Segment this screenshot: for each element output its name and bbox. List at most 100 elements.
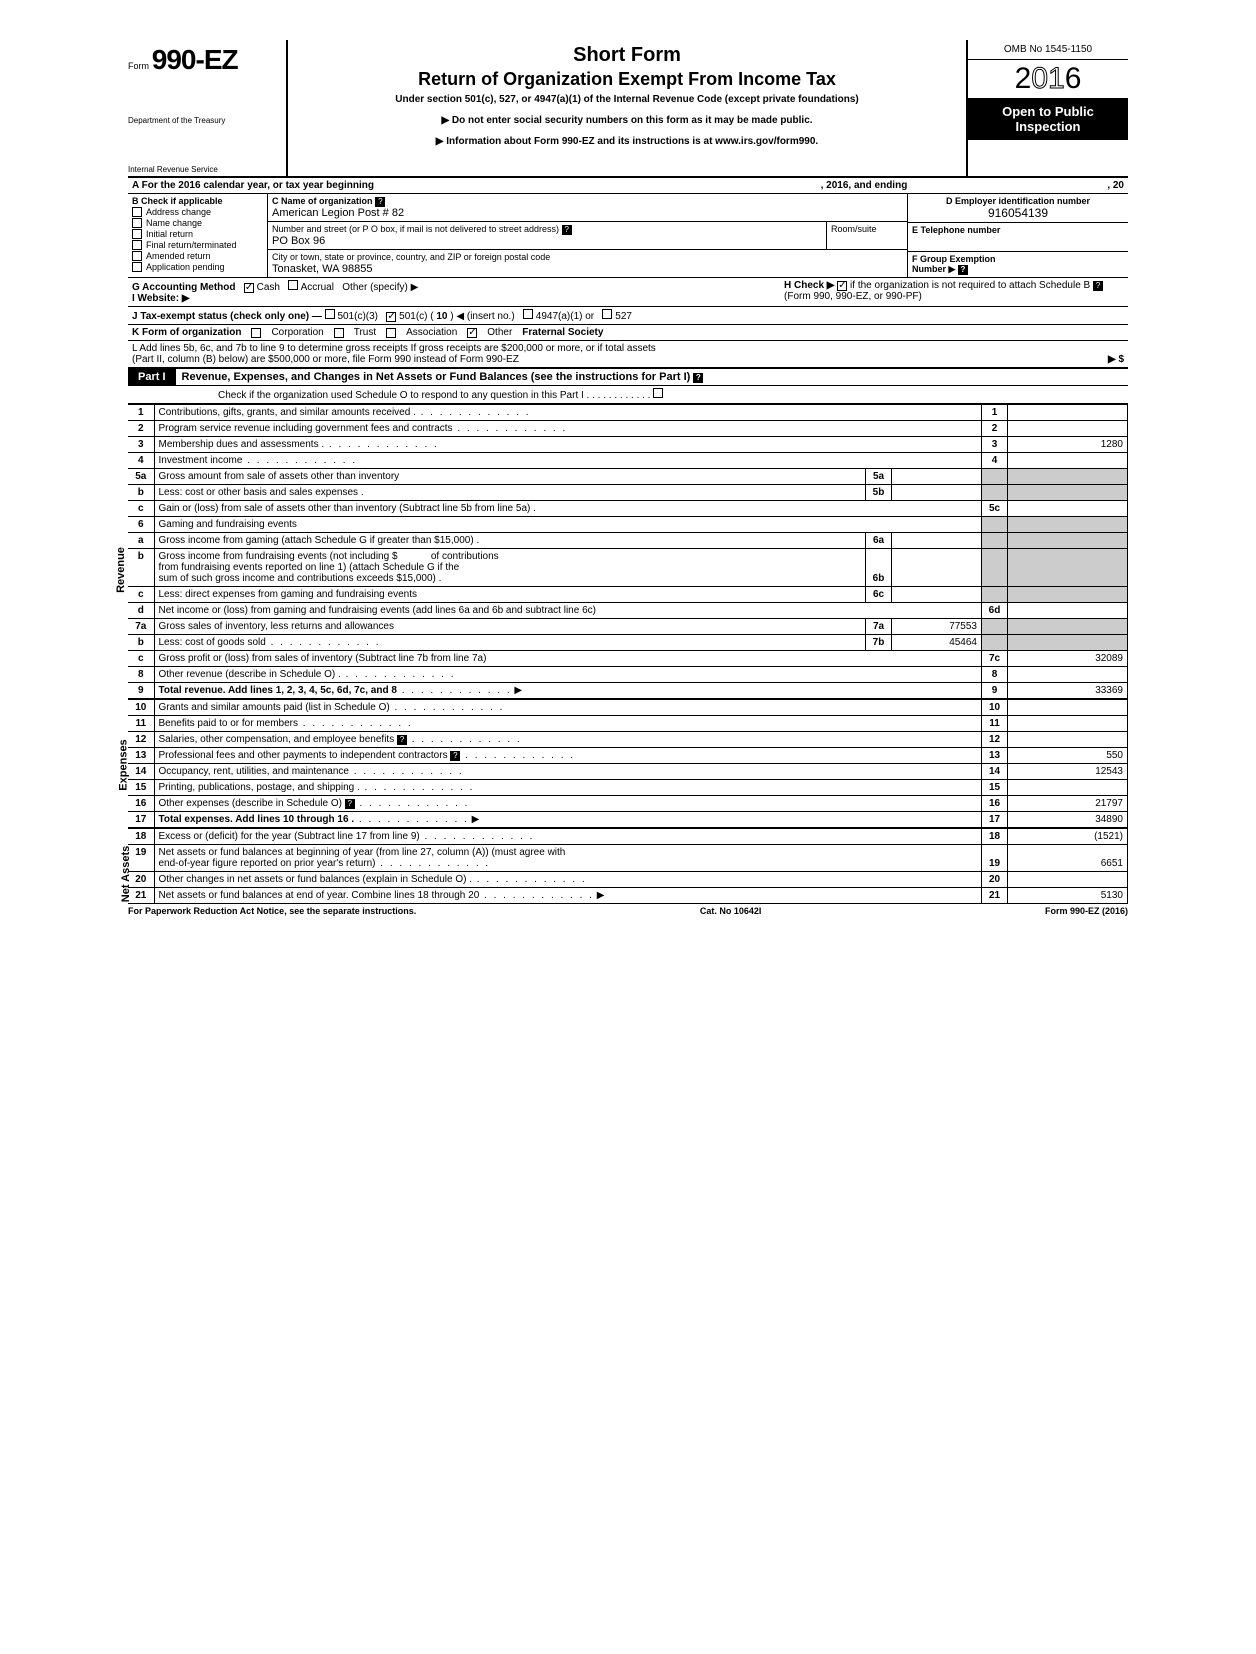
form-number: 990-EZ — [152, 44, 238, 75]
help-icon: ? — [450, 751, 460, 761]
open-public-1: Open to Public — [970, 104, 1126, 119]
chk-address-change[interactable]: Address change — [132, 207, 263, 217]
group-label2: Number ▶ — [912, 264, 955, 274]
chk-h[interactable] — [837, 281, 847, 291]
line-4: 4Investment income4 — [128, 453, 1128, 469]
row-l-gross-receipts: L Add lines 5b, 6c, and 7b to line 9 to … — [128, 341, 1128, 369]
line-15: 15Printing, publications, postage, and s… — [128, 780, 1128, 796]
page-footer: For Paperwork Reduction Act Notice, see … — [128, 904, 1128, 916]
city-row: City or town, state or province, country… — [268, 250, 907, 277]
row-g-accounting: G Accounting Method Cash Accrual Other (… — [128, 278, 1128, 307]
footer-mid: Cat. No 10642I — [700, 906, 762, 916]
ssn-note: ▶ Do not enter social security numbers o… — [296, 115, 958, 126]
street-cell: Number and street (or P O box, if mail i… — [268, 222, 827, 249]
phone-box: E Telephone number — [908, 223, 1128, 252]
line-2: 2Program service revenue including gover… — [128, 421, 1128, 437]
line-6d: dNet income or (loss) from gaming and fu… — [128, 603, 1128, 619]
footer-left: For Paperwork Reduction Act Notice, see … — [128, 906, 416, 916]
line-6b: bGross income from fundraising events (n… — [128, 549, 1128, 587]
org-name-value: American Legion Post # 82 — [272, 207, 404, 219]
short-form-title: Short Form — [296, 44, 958, 67]
help-icon: ? — [375, 197, 385, 207]
help-icon: ? — [397, 735, 407, 745]
section-bcdef: B Check if applicable Address change Nam… — [128, 194, 1128, 278]
line-6: 6Gaming and fundraising events — [128, 517, 1128, 533]
year-6: 6 — [1065, 62, 1082, 95]
line-13: 13Professional fees and other payments t… — [128, 748, 1128, 764]
revenue-table: 1Contributions, gifts, grants, and simil… — [128, 404, 1128, 699]
open-public-badge: Open to Public Inspection — [968, 98, 1128, 140]
g-label: G Accounting Method — [132, 282, 236, 293]
chk-cash[interactable] — [244, 283, 254, 293]
line-21: 21Net assets or fund balances at end of … — [128, 888, 1128, 904]
org-name-label: C Name of organization — [272, 196, 373, 206]
column-b-checkboxes: B Check if applicable Address change Nam… — [128, 194, 268, 277]
ein-label: D Employer identification number — [912, 196, 1124, 206]
line-1: 1Contributions, gifts, grants, and simil… — [128, 405, 1128, 421]
line-9: 9Total revenue. Add lines 1, 2, 3, 4, 5c… — [128, 683, 1128, 699]
row-a-left: A For the 2016 calendar year, or tax yea… — [132, 180, 374, 191]
chk-schedule-o[interactable] — [653, 388, 663, 398]
under-section: Under section 501(c), 527, or 4947(a)(1)… — [296, 94, 958, 105]
footer-right: Form 990-EZ (2016) — [1045, 906, 1128, 916]
line-17: 17Total expenses. Add lines 10 through 1… — [128, 812, 1128, 828]
chk-amended-return[interactable]: Amended return — [132, 251, 263, 261]
net-assets-section: Net Assets 18Excess or (deficit) for the… — [128, 828, 1128, 904]
row-i-website: I Website: ▶ — [132, 293, 784, 304]
city-value: Tonasket, WA 98855 — [272, 263, 373, 275]
open-public-2: Inspection — [970, 119, 1126, 134]
chk-527[interactable] — [602, 309, 612, 319]
form-prefix: Form — [128, 61, 149, 71]
chk-application-pending[interactable]: Application pending — [132, 262, 263, 272]
chk-trust[interactable] — [334, 328, 344, 338]
chk-name-change[interactable]: Name change — [132, 218, 263, 228]
chk-assoc[interactable] — [386, 328, 396, 338]
row-a-mid: , 2016, and ending — [821, 180, 908, 191]
line-14: 14Occupancy, rent, utilities, and mainte… — [128, 764, 1128, 780]
chk-501c3[interactable] — [325, 309, 335, 319]
l-line1: L Add lines 5b, 6c, and 7b to line 9 to … — [132, 343, 656, 354]
group-exemption-box: F Group Exemption Number ▶ ? — [908, 252, 1128, 277]
line-5c: cGain or (loss) from sale of assets othe… — [128, 501, 1128, 517]
h-sub: (Form 990, 990-EZ, or 990-PF) — [784, 291, 922, 302]
chk-501c[interactable] — [386, 312, 396, 322]
expenses-side-label: Expenses — [118, 739, 130, 790]
chk-corp[interactable] — [251, 328, 261, 338]
help-icon: ? — [562, 225, 572, 235]
street-row: Number and street (or P O box, if mail i… — [268, 222, 907, 250]
year-01: 01 — [1031, 62, 1064, 95]
part1-title: Revenue, Expenses, and Changes in Net As… — [176, 369, 1128, 385]
line-6a: aGross income from gaming (attach Schedu… — [128, 533, 1128, 549]
k-label: K Form of organization — [132, 327, 241, 338]
expenses-table: 10Grants and similar amounts paid (list … — [128, 699, 1128, 828]
line-10: 10Grants and similar amounts paid (list … — [128, 700, 1128, 716]
header-left: Form 990-EZ Department of the Treasury I… — [128, 40, 288, 176]
header-right: OMB No 1545-1150 2016 Open to Public Ins… — [968, 40, 1128, 176]
j-label: J Tax-exempt status (check only one) — — [132, 311, 322, 322]
line-20: 20Other changes in net assets or fund ba… — [128, 872, 1128, 888]
chk-4947[interactable] — [523, 309, 533, 319]
net-assets-table: 18Excess or (deficit) for the year (Subt… — [128, 828, 1128, 904]
info-note: ▶ Information about Form 990-EZ and its … — [296, 136, 958, 147]
net-assets-side-label: Net Assets — [120, 846, 132, 902]
chk-final-return[interactable]: Final return/terminated — [132, 240, 263, 250]
chk-initial-return[interactable]: Initial return — [132, 229, 263, 239]
help-icon: ? — [345, 799, 355, 809]
accrual-label: Accrual — [301, 282, 334, 293]
cash-label: Cash — [257, 282, 280, 293]
ein-value: 916054139 — [912, 206, 1124, 220]
dept-irs: Internal Revenue Service — [128, 165, 280, 174]
k-other-value: Fraternal Society — [522, 327, 603, 338]
row-a-calendar-year: A For the 2016 calendar year, or tax yea… — [128, 178, 1128, 194]
street-label: Number and street (or P O box, if mail i… — [272, 224, 559, 234]
part1-badge: Part I — [128, 369, 176, 385]
help-icon: ? — [958, 265, 968, 275]
line-7b: bLess: cost of goods sold7b45464 — [128, 635, 1128, 651]
line-12: 12Salaries, other compensation, and empl… — [128, 732, 1128, 748]
org-name-row: C Name of organization ? American Legion… — [268, 194, 907, 222]
street-value: PO Box 96 — [272, 235, 325, 247]
dept-treasury: Department of the Treasury — [128, 116, 280, 125]
chk-accrual[interactable] — [288, 280, 298, 290]
row-j-tax-exempt: J Tax-exempt status (check only one) — 5… — [128, 307, 1128, 325]
chk-other[interactable] — [467, 328, 477, 338]
